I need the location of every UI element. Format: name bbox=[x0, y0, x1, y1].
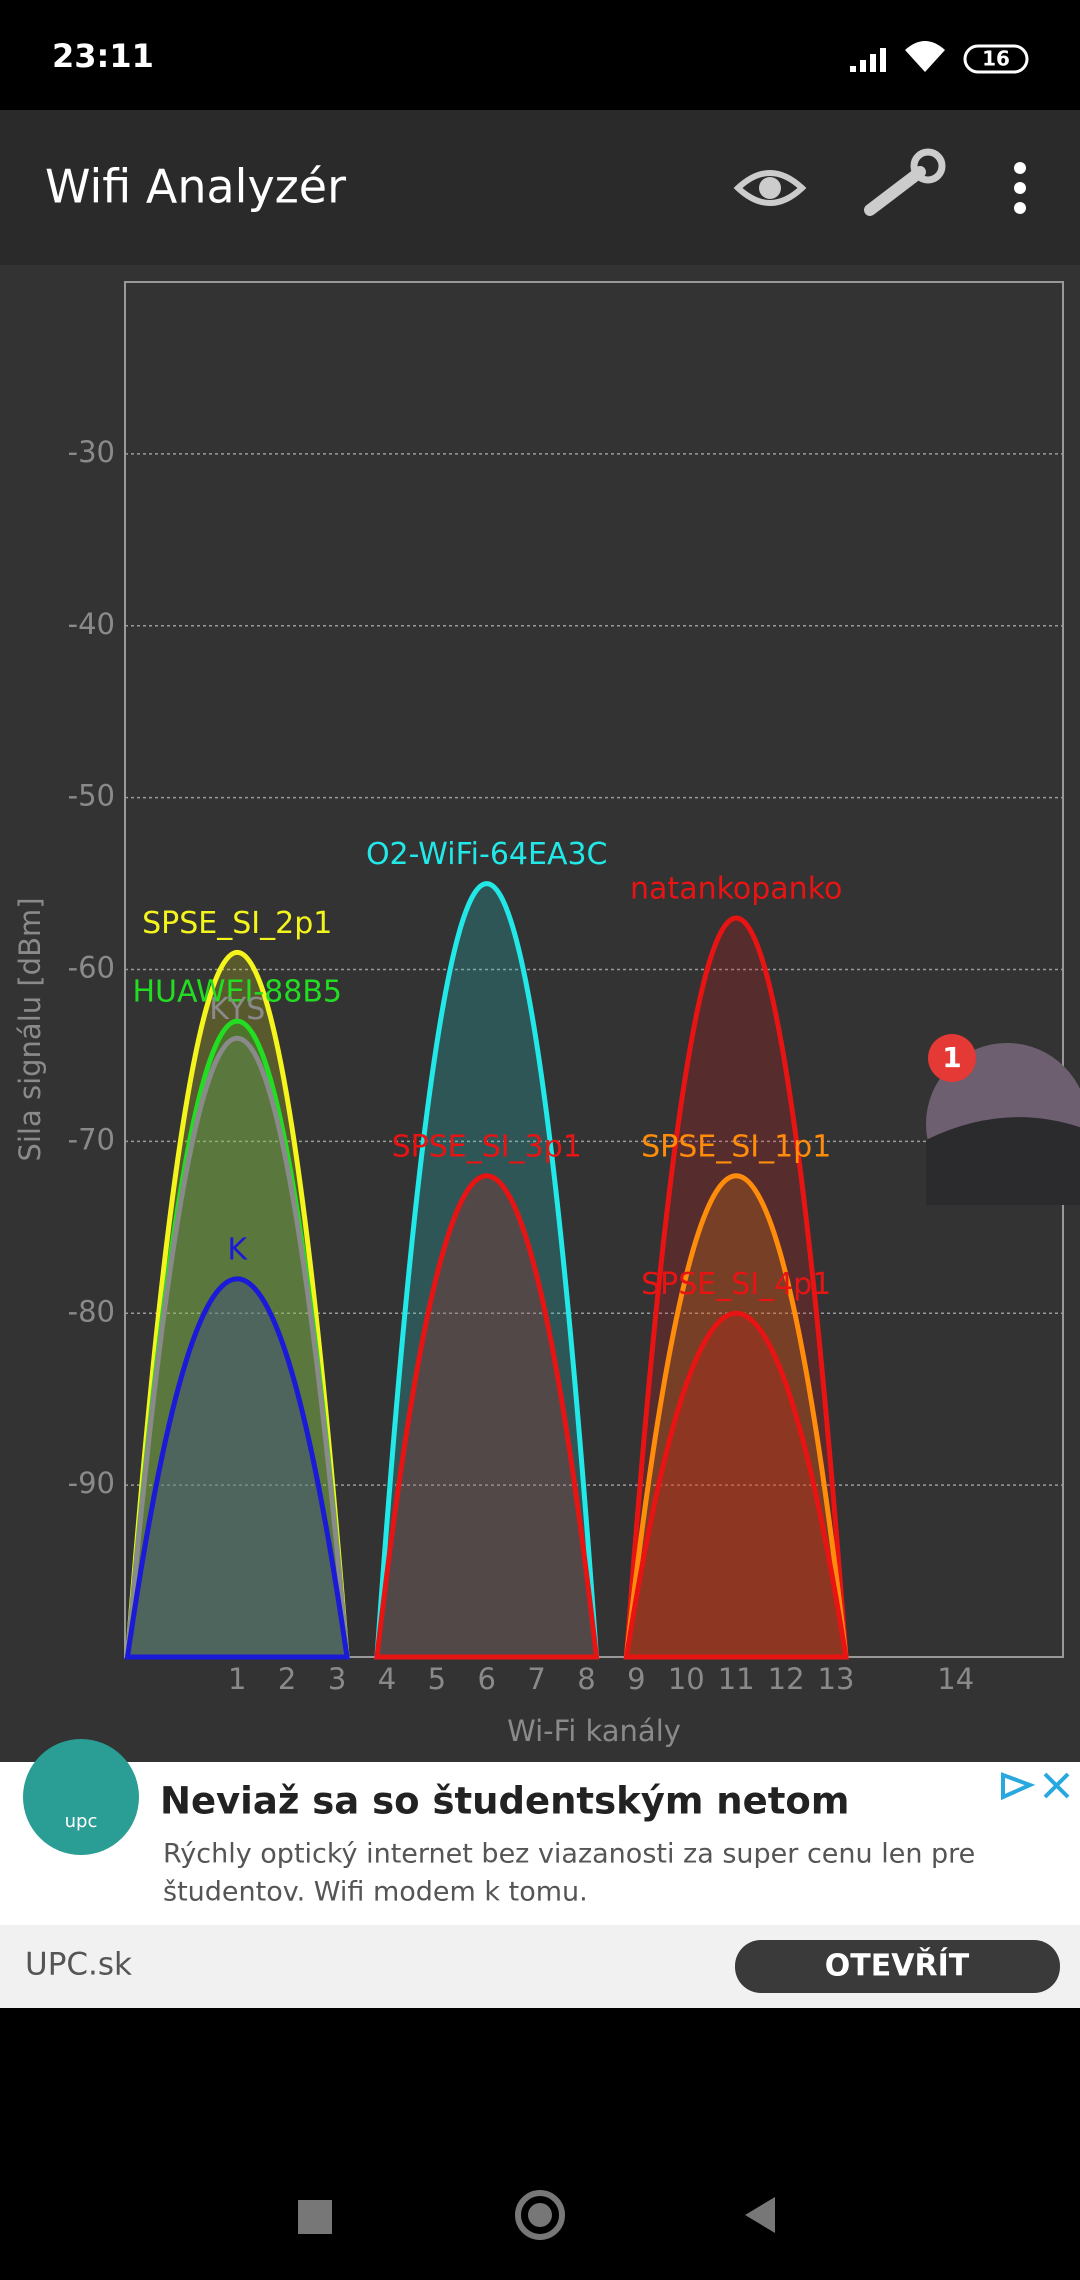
ad-banner[interactable] bbox=[0, 1762, 1080, 1925]
network-label: K bbox=[227, 1232, 248, 1267]
y-tick-label: -80 bbox=[68, 1294, 115, 1328]
network-label: natankopanko bbox=[630, 871, 842, 906]
ad-logo-text: upc bbox=[65, 1811, 98, 1832]
ad-body: Rýchly optický internet bez viazanosti z… bbox=[163, 1839, 975, 1870]
x-tick-label: 4 bbox=[378, 1662, 396, 1696]
signal-area bbox=[124, 950, 350, 1660]
signal-area bbox=[623, 1173, 849, 1660]
ad-domain: UPC.sk bbox=[25, 1947, 132, 1983]
ad-body: študentov. Wifi modem k tomu. bbox=[163, 1877, 588, 1908]
signal-area bbox=[374, 881, 600, 1660]
chart: -30-40-50-60-70-80-901 2 3 4 5 6 7 8 9 10 11 12 13 14… bbox=[13, 281, 1064, 1748]
nav-home-dot bbox=[528, 2203, 552, 2227]
chat-head[interactable]: 1 bbox=[926, 1034, 1080, 1205]
menu-button[interactable] bbox=[1014, 162, 1026, 214]
network-label: SPSE_SI_4p1 bbox=[641, 1267, 831, 1302]
x-tick-label: 2 bbox=[278, 1662, 296, 1696]
x-tick-label: 13 bbox=[818, 1662, 855, 1696]
x-tick-label: 10 bbox=[668, 1662, 705, 1696]
wifi-icon bbox=[905, 41, 945, 72]
eye-button[interactable] bbox=[733, 170, 807, 206]
signal-area bbox=[623, 915, 849, 1660]
y-axis-label: Sila signálu [dBm] bbox=[13, 897, 47, 1161]
signal-icon bbox=[850, 48, 886, 72]
network-label: O2-WiFi-64EA3C bbox=[366, 837, 608, 872]
x-tick-label: 8 bbox=[577, 1662, 595, 1696]
chart-background bbox=[0, 265, 1080, 1762]
signal-area bbox=[374, 1173, 600, 1660]
y-tick-label: -30 bbox=[68, 435, 115, 469]
network-label: SPSE_SI_2p1 bbox=[142, 906, 332, 941]
ad-title: Neviaž sa so študentským netom bbox=[160, 1780, 849, 1823]
nav-home[interactable] bbox=[515, 2190, 565, 2240]
network-label: SPSE_SI_1p1 bbox=[641, 1129, 831, 1164]
battery-icon bbox=[963, 44, 1029, 74]
network-label: SPSE_SI_3p1 bbox=[392, 1129, 582, 1164]
x-axis-label: Wi-Fi kanály bbox=[507, 1714, 681, 1748]
ad-button-label[interactable]: OTEVŘÍT bbox=[825, 1948, 970, 1984]
x-tick-label: 9 bbox=[627, 1662, 645, 1696]
nav-back[interactable] bbox=[745, 2197, 775, 2233]
clock: 23:11 bbox=[52, 37, 154, 75]
y-tick-label: -40 bbox=[68, 607, 115, 641]
ad-close[interactable] bbox=[1043, 1772, 1070, 1799]
ad-button[interactable] bbox=[735, 1940, 1060, 1993]
y-tick-label: -50 bbox=[68, 779, 115, 813]
x-tick-label: 3 bbox=[328, 1662, 346, 1696]
status-bar bbox=[0, 0, 1080, 110]
y-tick-label: -60 bbox=[68, 951, 115, 985]
app-title: Wifi Analyzér bbox=[45, 160, 346, 214]
x-tick-label: 1 bbox=[228, 1662, 246, 1696]
y-tick-label: -90 bbox=[68, 1466, 115, 1500]
x-tick-label: 7 bbox=[527, 1662, 545, 1696]
network-label: KYS bbox=[209, 992, 265, 1027]
settings-button[interactable] bbox=[864, 148, 946, 216]
nav-recents[interactable] bbox=[298, 2200, 332, 2234]
signal-area bbox=[623, 1310, 849, 1660]
battery-level: 16 bbox=[982, 47, 1010, 71]
signal-area bbox=[124, 1276, 350, 1660]
ad-choices[interactable] bbox=[1001, 1772, 1036, 1801]
ad-logo bbox=[23, 1739, 139, 1855]
x-tick-label: 5 bbox=[428, 1662, 446, 1696]
signal-area bbox=[124, 1035, 350, 1660]
network-label: HUAWEI-88B5 bbox=[132, 975, 342, 1010]
x-tick-label: 12 bbox=[768, 1662, 805, 1696]
x-tick-label: 11 bbox=[718, 1662, 755, 1696]
y-tick-label: -70 bbox=[68, 1122, 115, 1156]
x-tick-label: 6 bbox=[478, 1662, 496, 1696]
chat-badge: 1 bbox=[942, 1041, 961, 1074]
x-tick-label: 14 bbox=[937, 1662, 974, 1696]
